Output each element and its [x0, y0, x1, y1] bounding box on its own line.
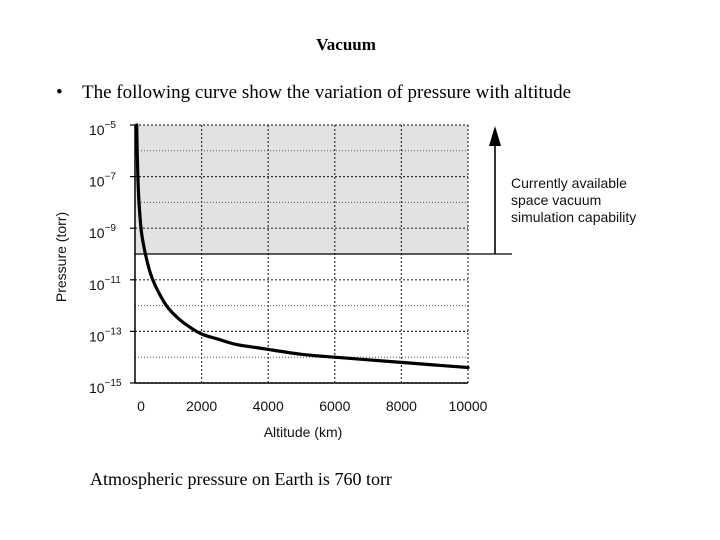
shaded-region — [135, 125, 468, 254]
y-tick-label: 10−11 — [89, 275, 121, 293]
simulation-capability-shade — [135, 125, 468, 254]
y-tick-label: 10−13 — [89, 326, 122, 344]
x-tick-label: 6000 — [319, 398, 350, 414]
slide-title: Vacuum — [316, 35, 376, 54]
capability-arrow-head-icon — [489, 126, 501, 146]
capability-annotation-line: Currently available — [511, 175, 627, 191]
y-tick-label: 10−9 — [89, 223, 116, 241]
footnote: Atmospheric pressure on Earth is 760 tor… — [90, 469, 392, 489]
y-axis-label: Pressure (torr) — [53, 212, 69, 302]
y-tick-label: 10−15 — [89, 378, 122, 396]
x-axis-label: Altitude (km) — [264, 424, 343, 440]
x-tick-label: 10000 — [449, 398, 488, 414]
bullet-point: • The following curve show the variation … — [56, 82, 571, 104]
y-tick-label: 10−5 — [89, 120, 116, 138]
x-tick-label: 0 — [137, 398, 145, 414]
capability-annotation-line: simulation capability — [511, 209, 636, 225]
capability-annotation-line: space vacuum — [511, 192, 601, 208]
chart-axes — [130, 124, 512, 384]
pressure-curve — [135, 123, 470, 370]
bullet-text: The following curve show the variation o… — [82, 82, 572, 103]
x-tick-label: 4000 — [253, 398, 284, 414]
x-tick-label: 2000 — [186, 398, 217, 414]
x-tick-label: 8000 — [386, 398, 417, 414]
bullet-dot-icon: • — [56, 82, 63, 103]
y-tick-label: 10−7 — [89, 172, 116, 190]
data-series — [135, 123, 470, 370]
